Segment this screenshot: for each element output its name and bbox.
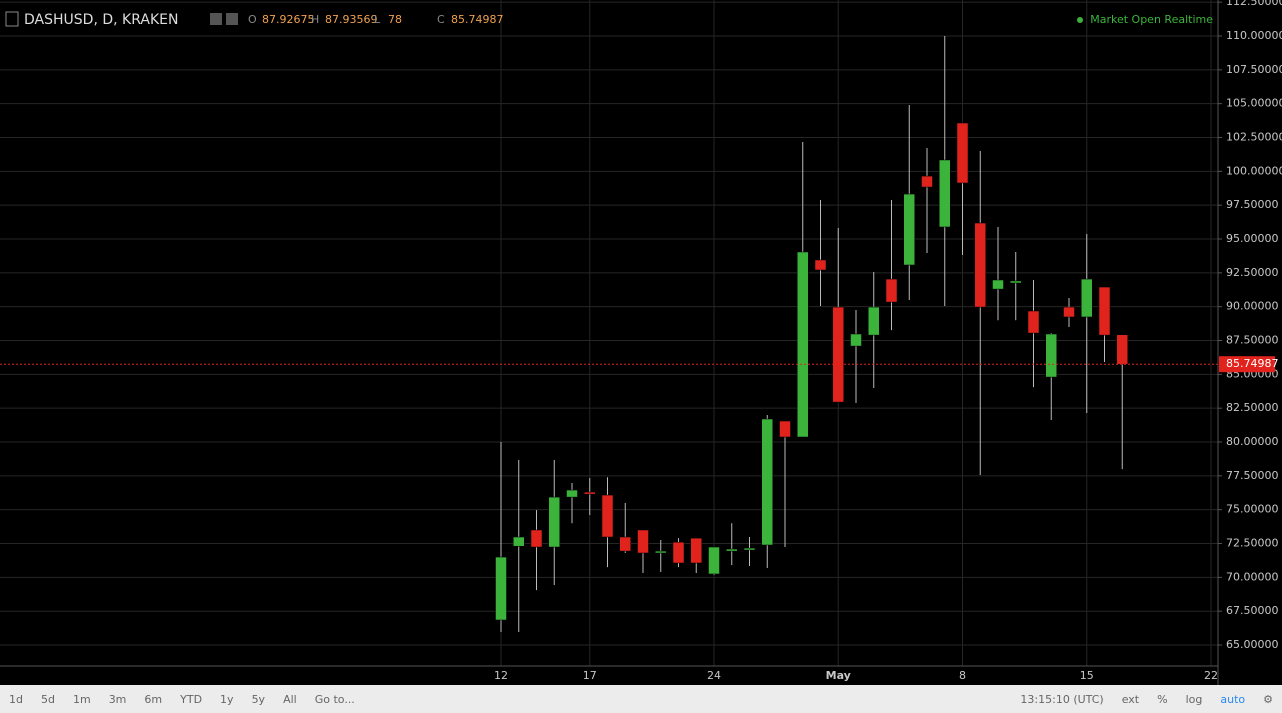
y-tick-label: 75.00000 <box>1226 503 1279 516</box>
clock: 13:15:10 (UTC) <box>1020 692 1104 706</box>
y-tick-label: 65.00000 <box>1226 638 1279 651</box>
candle-body <box>868 306 880 336</box>
ohlc-value: 87.93569 <box>325 13 378 26</box>
symbol[interactable]: DASHUSD, D, KRAKEN <box>24 12 178 28</box>
candle-body <box>726 548 738 552</box>
range-button[interactable]: 5y <box>251 692 266 706</box>
settings-icon[interactable]: ⚙ <box>1263 692 1273 706</box>
option-button[interactable]: ext <box>1121 692 1140 706</box>
last-price-box <box>1219 356 1275 373</box>
candle-body <box>921 175 933 188</box>
icon[interactable] <box>226 13 238 25</box>
candle-body <box>797 251 809 438</box>
candle-body <box>619 536 631 552</box>
y-tick-label: 107.50000 <box>1226 63 1282 76</box>
background <box>0 0 1282 685</box>
candle-body <box>1116 334 1128 365</box>
ohlc-value: 85.74987 <box>451 13 504 26</box>
y-tick-label: 95.00000 <box>1226 232 1279 245</box>
x-tick-label: 15 <box>1080 669 1094 682</box>
ohlc-label: H <box>311 13 319 26</box>
y-tick-label: 102.50000 <box>1226 131 1282 144</box>
y-tick-label: 112.50000 <box>1226 0 1282 8</box>
range-button[interactable]: YTD <box>180 692 203 706</box>
y-tick-label: 80.00000 <box>1226 435 1279 448</box>
status-dot <box>1077 17 1083 23</box>
market-status: Market Open Realtime <box>1090 13 1213 26</box>
option-button[interactable]: auto <box>1220 692 1246 706</box>
candle-body <box>1063 306 1075 318</box>
candle-body <box>708 546 720 575</box>
candle-body <box>584 491 596 495</box>
x-tick-label: 17 <box>583 669 597 682</box>
candle-body <box>601 494 614 538</box>
candle-body <box>903 193 915 266</box>
candle-body <box>1010 280 1022 284</box>
ohlc-label: C <box>437 13 445 26</box>
candle-body <box>1081 278 1093 318</box>
candle-body <box>885 278 898 303</box>
candle-body <box>548 496 560 548</box>
toolbar: 1d 5d 1m 3m 6m YTD 1y 5y All Go to... 13:15:10 (UT… <box>0 685 1282 713</box>
range-button[interactable]: 1d <box>9 692 23 706</box>
option-button[interactable]: % <box>1157 692 1168 706</box>
candle-body <box>939 159 951 228</box>
y-tick-label: 110.00000 <box>1226 29 1282 42</box>
ohlc-value: 78 <box>388 13 402 26</box>
candle-body <box>850 333 862 347</box>
menu-icon[interactable] <box>5 11 19 27</box>
option-button[interactable]: log <box>1185 692 1203 706</box>
last-price-label: 85.74987 <box>1226 357 1279 370</box>
y-tick-label: 92.50000 <box>1226 266 1279 279</box>
candle-body <box>690 537 702 564</box>
y-tick-label: 70.00000 <box>1226 570 1279 583</box>
candle-body <box>761 418 773 546</box>
x-tick-label: 22 <box>1204 669 1218 682</box>
candle-body <box>1045 333 1057 378</box>
y-tick-label: 77.50000 <box>1226 469 1279 482</box>
range-button[interactable]: 6m <box>144 692 163 706</box>
y-tick-label: 97.50000 <box>1226 198 1279 211</box>
candle-body <box>814 259 827 271</box>
candle-body <box>495 556 507 621</box>
candle-body <box>530 529 543 548</box>
candle-body <box>513 536 525 547</box>
ohlc-value: 87.92675 <box>262 13 315 26</box>
y-tick-label: 82.50000 <box>1226 401 1279 414</box>
ohlc-label: L <box>374 13 381 26</box>
y-tick-label: 67.50000 <box>1226 604 1279 617</box>
candle-body <box>992 279 1004 290</box>
range-button[interactable]: 1y <box>220 692 234 706</box>
candle-body <box>743 547 756 551</box>
x-tick-label: 24 <box>707 669 721 682</box>
candle-body <box>974 222 986 308</box>
y-tick-label: 72.50000 <box>1226 537 1279 550</box>
range-button[interactable]: All <box>283 692 297 706</box>
range-button[interactable]: 1m <box>72 692 91 706</box>
range-button[interactable]: 5d <box>40 692 55 706</box>
y-tick-label: 100.00000 <box>1226 164 1282 177</box>
candle-body <box>1098 286 1111 336</box>
candle-body <box>655 550 667 554</box>
ohlc-label: O <box>248 13 257 26</box>
candle-body <box>956 122 969 184</box>
x-tick-label: 12 <box>494 669 508 682</box>
y-tick-label: 90.00000 <box>1226 300 1279 313</box>
x-tick-label: May <box>826 669 851 682</box>
candle-body <box>1027 310 1040 334</box>
candle-body <box>779 420 791 438</box>
goto-button[interactable]: Go to... <box>314 692 355 706</box>
candle-body <box>637 529 649 554</box>
y-tick-label: 105.00000 <box>1226 97 1282 110</box>
icon[interactable] <box>210 13 222 25</box>
y-tick-label: 87.50000 <box>1226 334 1279 347</box>
candle-body <box>566 489 578 498</box>
candle-body <box>672 541 685 564</box>
candle-body <box>832 306 844 403</box>
x-tick-label: 8 <box>959 669 966 682</box>
range-button[interactable]: 3m <box>108 692 127 706</box>
